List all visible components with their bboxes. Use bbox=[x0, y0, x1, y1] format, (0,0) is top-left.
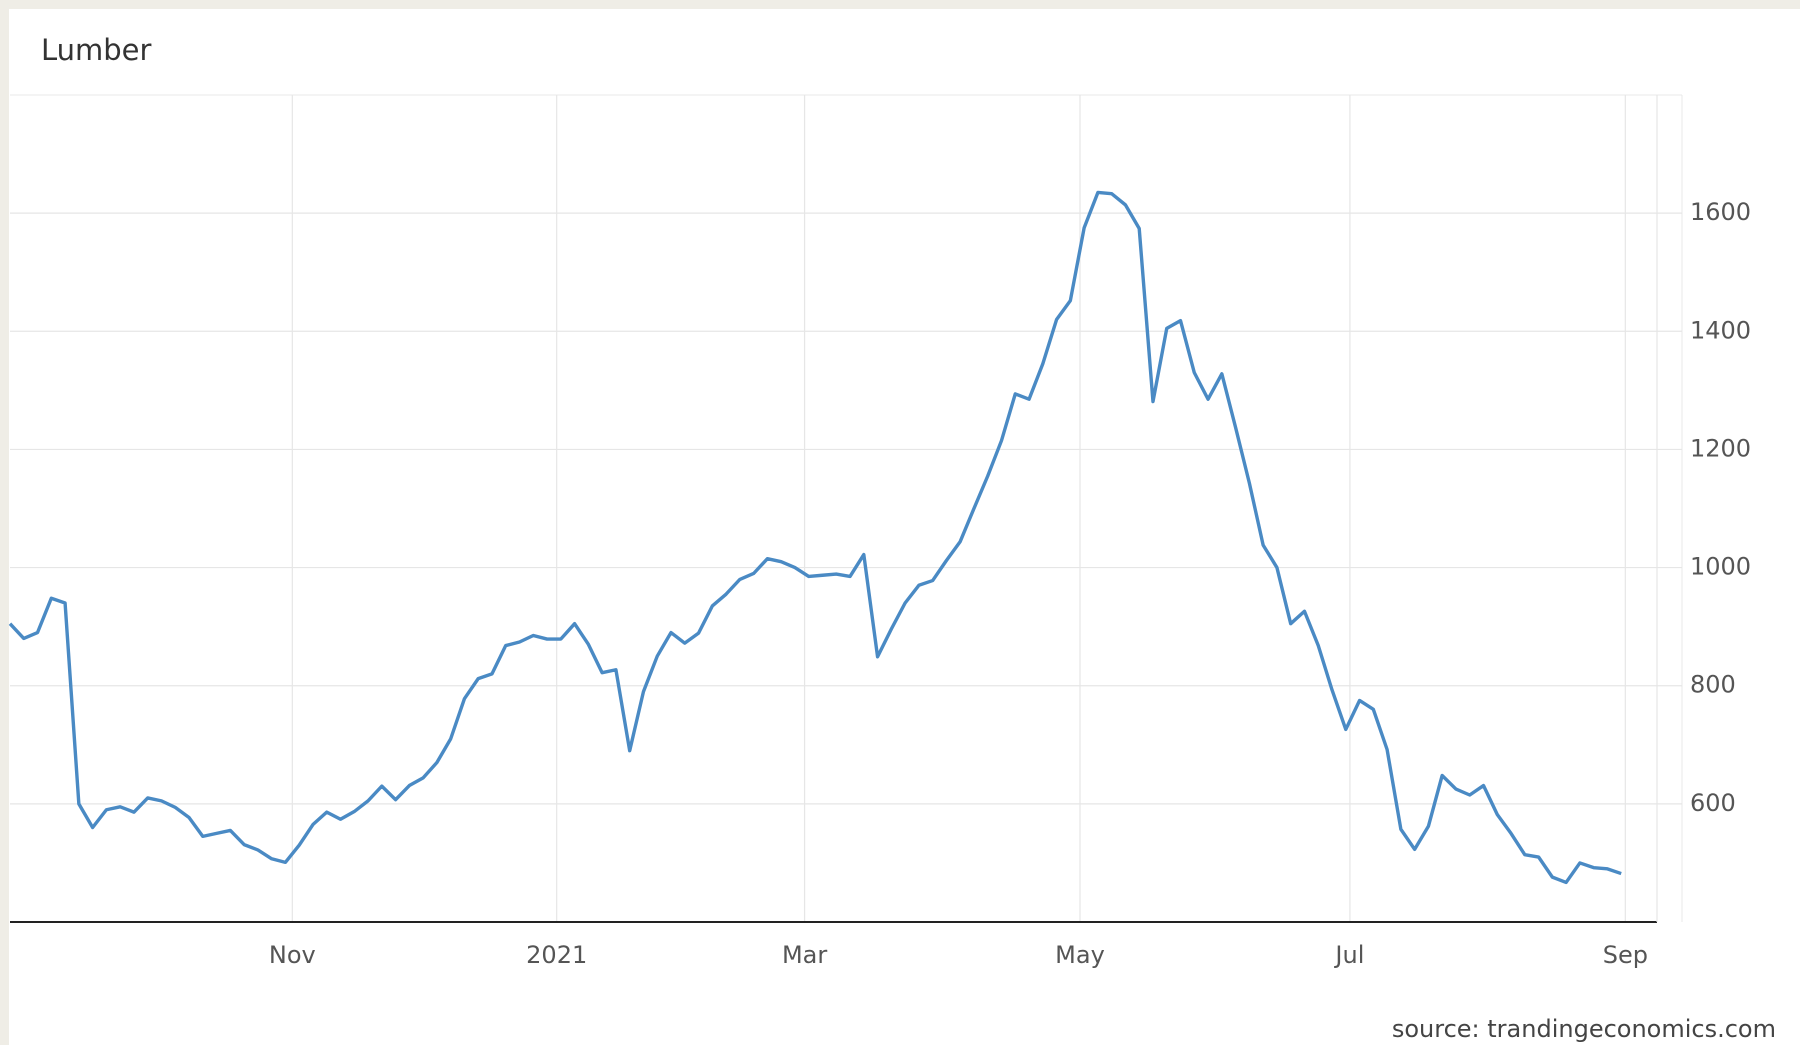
y-tick-label: 1200 bbox=[1690, 434, 1751, 462]
source-note: source: trandingeconomics.com bbox=[1392, 1015, 1776, 1043]
x-tick-label: 2021 bbox=[526, 941, 587, 969]
x-tick-label: Nov bbox=[269, 941, 316, 969]
y-tick-label: 800 bbox=[1690, 671, 1736, 699]
chart-title: Lumber bbox=[41, 33, 152, 67]
x-tick-label: Jul bbox=[1333, 941, 1364, 969]
y-tick-label: 1600 bbox=[1690, 198, 1751, 226]
data-line bbox=[8, 190, 1622, 885]
y-tick-label: 1000 bbox=[1690, 553, 1751, 581]
y-tick-label: 1400 bbox=[1690, 316, 1751, 344]
x-tick-label: May bbox=[1055, 941, 1105, 969]
x-tick-label: Sep bbox=[1603, 941, 1648, 969]
x-tick-label: Mar bbox=[782, 941, 827, 969]
panel bbox=[9, 9, 1800, 1045]
y-tick-label: 600 bbox=[1690, 789, 1736, 817]
